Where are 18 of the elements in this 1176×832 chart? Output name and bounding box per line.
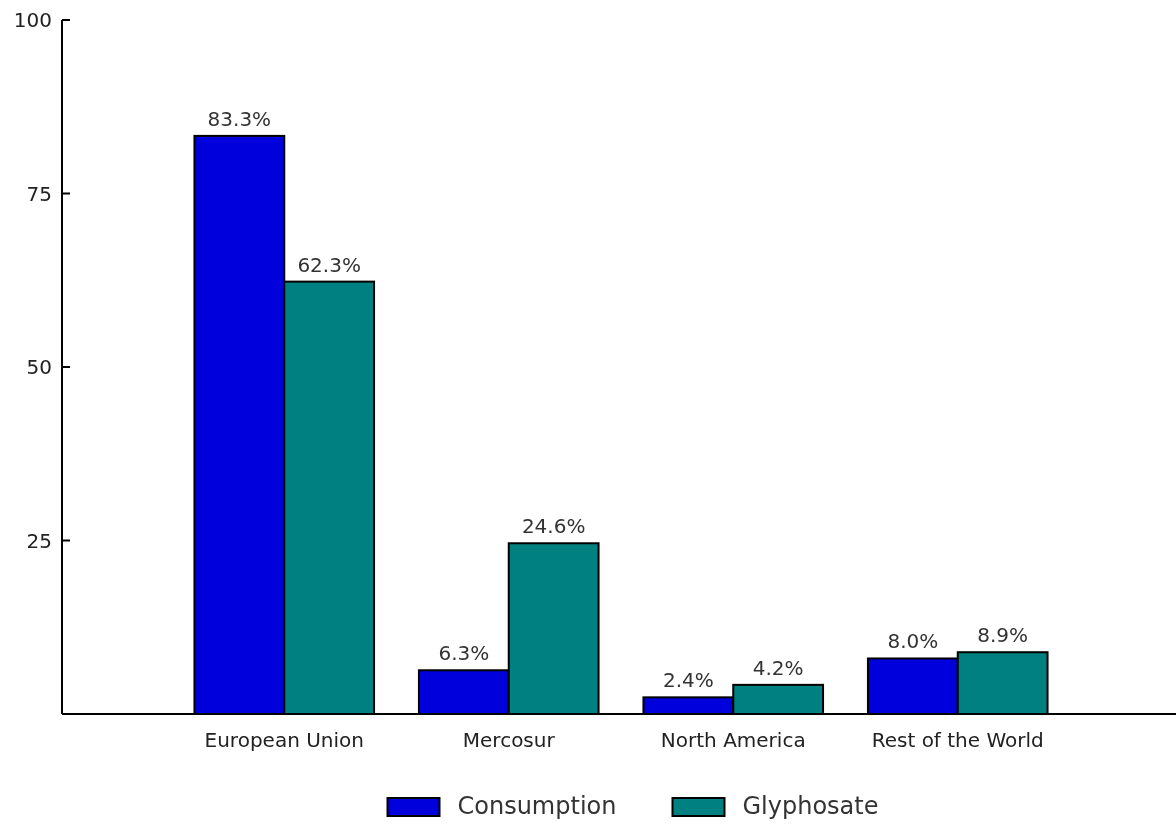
data-label: 83.3% (207, 106, 272, 131)
y-tick-label: 25 (26, 528, 52, 553)
y-tick-label: 100 (13, 8, 52, 32)
legend-label: Consumption (457, 792, 617, 820)
y-tick-label: 50 (26, 355, 52, 379)
data-label: 6.3% (438, 641, 490, 666)
data-label: 4.2% (752, 655, 804, 680)
data-label: 8.0% (887, 629, 939, 654)
y-tick-label: 75 (26, 181, 52, 206)
data-label: 24.6% (521, 514, 586, 539)
x-tick-label: North America (660, 728, 806, 752)
x-tick-label: Mercosur (462, 728, 556, 752)
data-label: 62.3% (297, 252, 361, 277)
data-label: 8.9% (977, 623, 1029, 648)
data-label: 2.4% (662, 668, 714, 693)
x-tick-label: Rest of the World (871, 728, 1044, 752)
legend-label: Glyphosate (742, 792, 879, 820)
x-tick-label: European Union (204, 728, 364, 752)
